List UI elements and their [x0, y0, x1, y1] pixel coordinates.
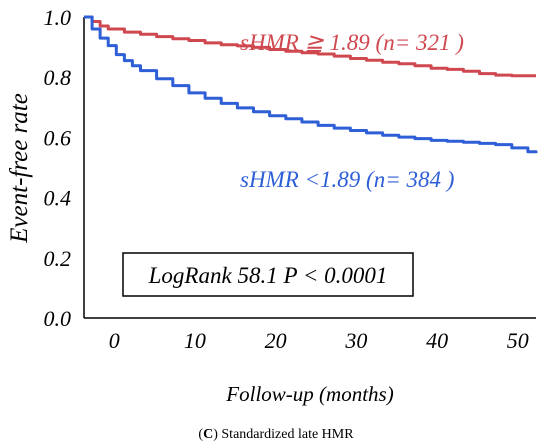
x-axis-label: Follow-up (months) — [225, 382, 393, 406]
x-tick-label: 50 — [507, 328, 529, 353]
caption-letter: C — [203, 427, 213, 442]
series-line-low-shmr — [84, 15, 538, 154]
y-tick-label: 0.0 — [44, 306, 72, 331]
y-tick-label: 0.4 — [44, 186, 72, 211]
figure-caption: (C) Standardized late HMR — [198, 427, 354, 442]
y-tick-label: 0.6 — [44, 125, 72, 150]
x-tick-label: 30 — [344, 328, 367, 353]
y-tick-label: 0.2 — [44, 246, 72, 271]
y-tick-label: 0.8 — [44, 65, 72, 90]
series-label-high-shmr: sHMR ≧ 1.89 (n= 321 ) — [240, 30, 464, 55]
caption-title: Standardized late HMR — [218, 427, 354, 442]
plot-area — [83, 15, 538, 319]
y-tick-labels: 0.0 0.2 0.4 0.6 0.8 1.0 — [44, 5, 72, 331]
x-tick-label: 20 — [265, 328, 287, 353]
y-axis-label: Event-free rate — [6, 93, 33, 244]
y-tick-label: 1.0 — [44, 5, 72, 30]
x-tick-labels: 0 10 20 30 40 50 — [109, 328, 529, 353]
x-tick-label: 0 — [109, 328, 120, 353]
series-line-high-shmr — [84, 15, 536, 78]
x-tick-label: 10 — [184, 328, 206, 353]
survival-curves — [84, 15, 538, 154]
series-label-low-shmr: sHMR <1.89 (n= 384 ) — [240, 167, 454, 192]
logrank-annotation-box: LogRank 58.1 P < 0.0001 — [122, 252, 414, 297]
logrank-annotation: LogRank 58.1 P < 0.0001 — [148, 263, 388, 288]
x-tick-label: 40 — [426, 328, 448, 353]
